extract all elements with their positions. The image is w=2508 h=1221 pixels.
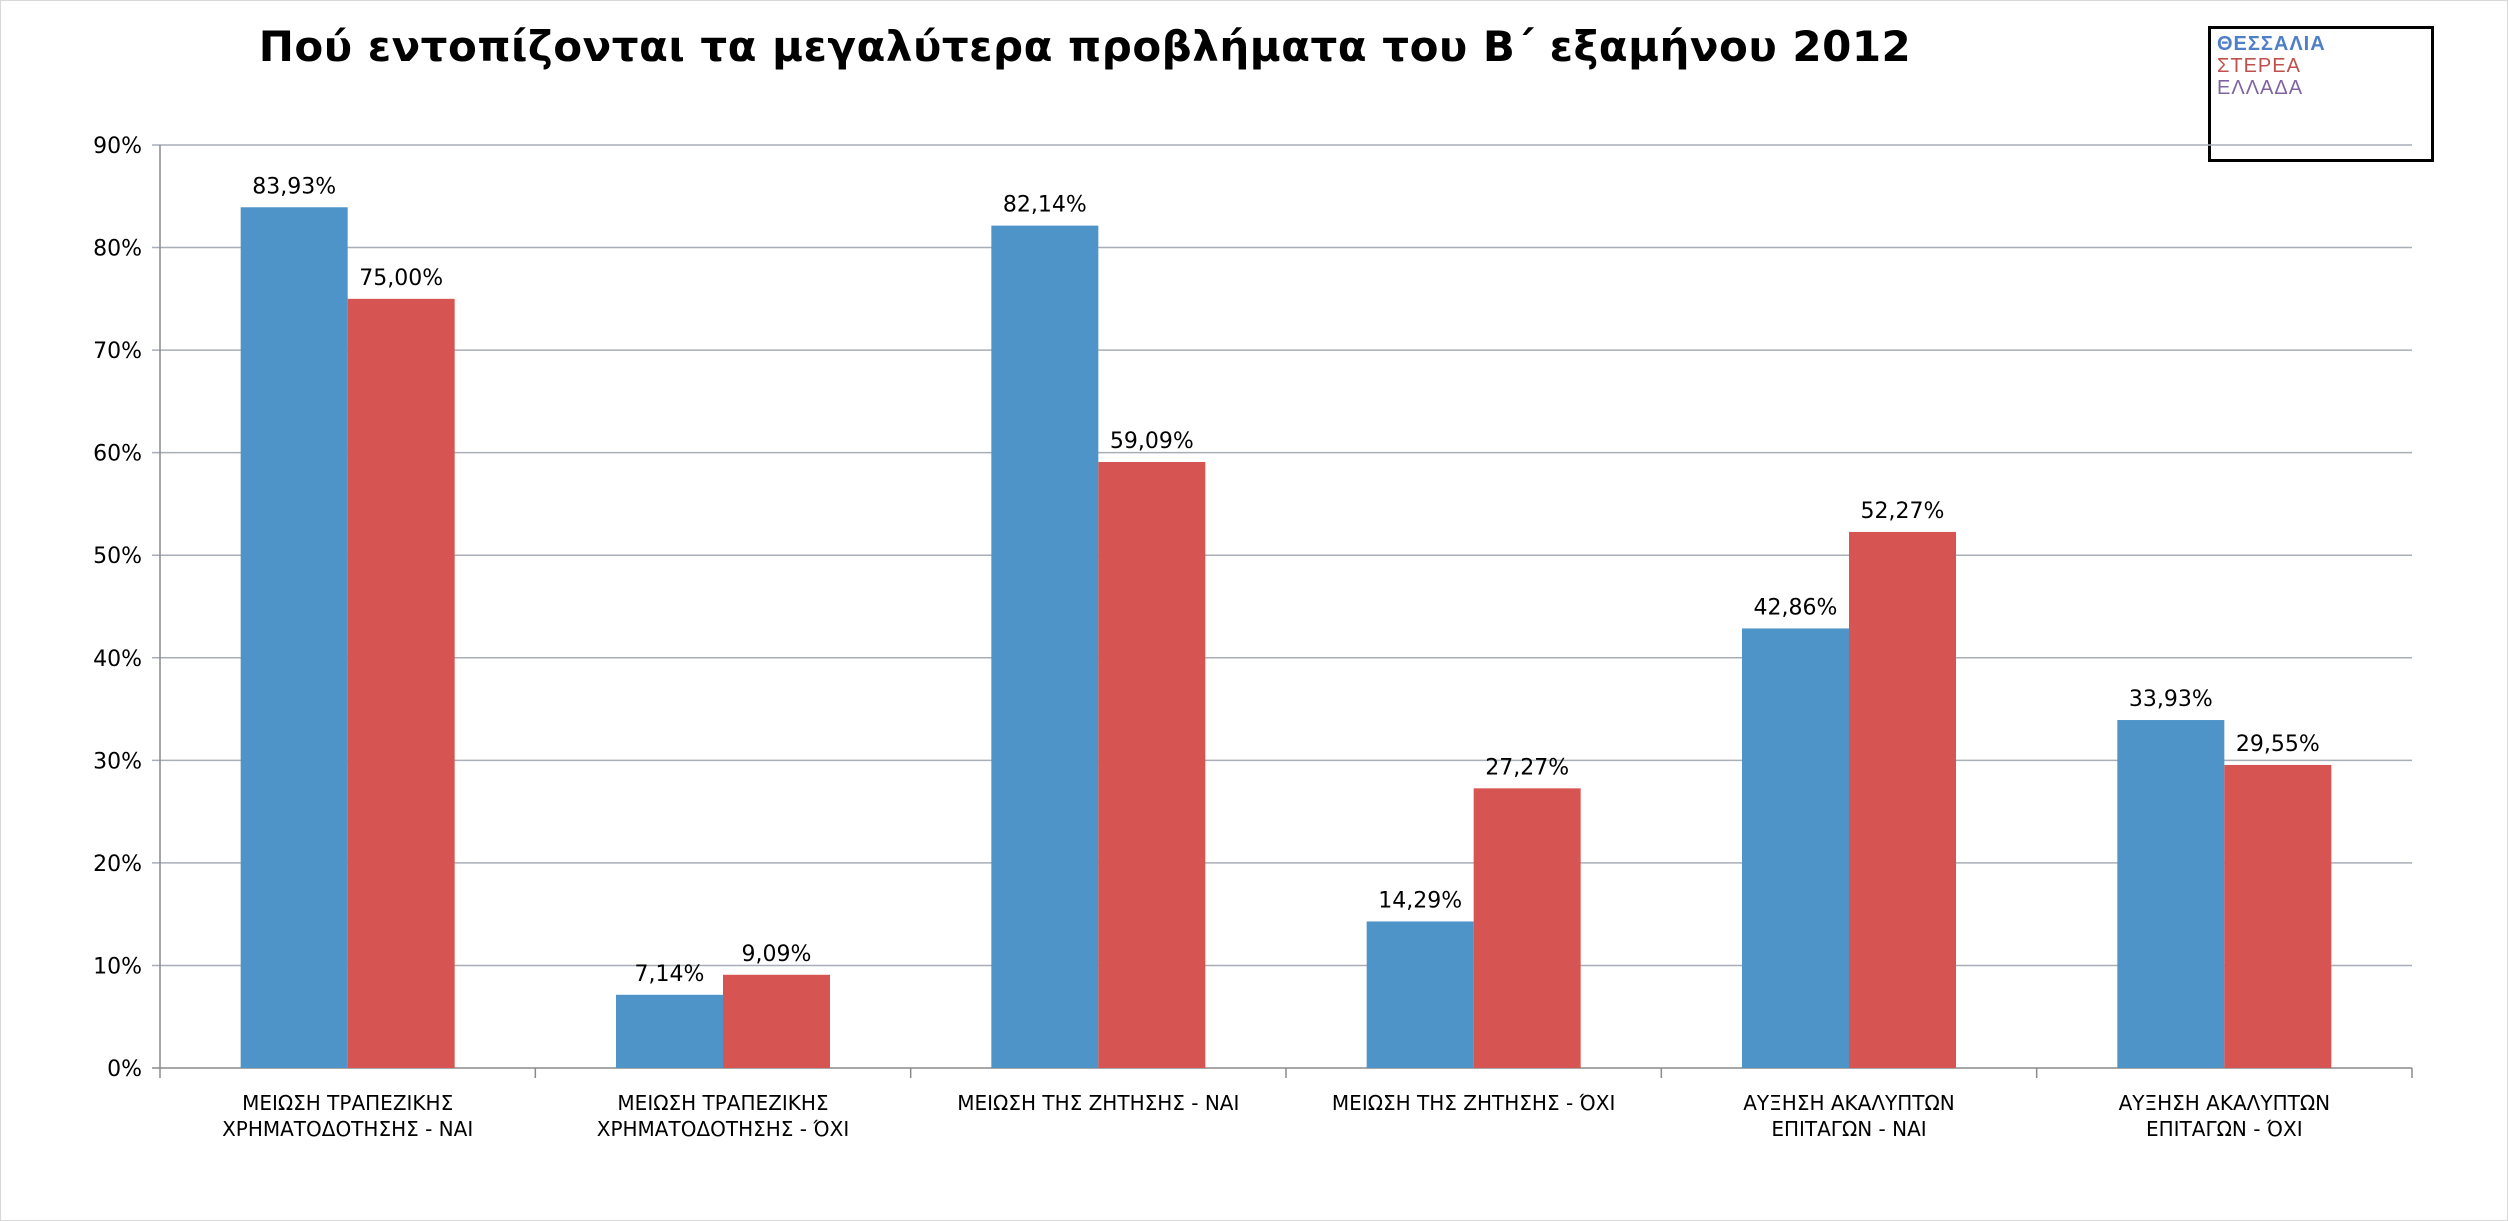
bar-3-1 xyxy=(1473,788,1581,1068)
x-category-label: ΑΥΞΗΣΗ ΑΚΑΛΥΠΤΩΝ ΕΠΙΤΑΓΩΝ - ΌΧΙ xyxy=(2118,1091,2331,1141)
bar-5-0 xyxy=(2117,720,2225,1068)
y-tick-label: 90% xyxy=(93,134,142,159)
bar-0-0 xyxy=(240,207,348,1068)
chart-legend: ΘΕΣΣΑΛΙΑ ΣΤΕΡΕΑ ΕΛΛΑΔΑ xyxy=(2208,26,2434,162)
data-label-2-1: 59,09% xyxy=(1110,429,1194,454)
bar-0-1 xyxy=(347,298,455,1068)
y-tick-label: 20% xyxy=(93,852,142,877)
x-category-label: ΜΕΙΩΣΗ ΤΡΑΠΕΖΙΚΗΣ ΧΡΗΜΑΤΟΔΟΤΗΣΗΣ - ΝΑΙ xyxy=(222,1091,474,1141)
bar-4-1 xyxy=(1849,531,1956,1068)
y-tick-label: 40% xyxy=(93,647,142,672)
legend-item-thessalia: ΘΕΣΣΑΛΙΑ xyxy=(2217,33,2326,55)
y-tick-label: 10% xyxy=(93,954,142,979)
data-label-3-1: 27,27% xyxy=(1485,755,1569,780)
data-label-1-0: 7,14% xyxy=(635,962,705,987)
data-label-4-0: 42,86% xyxy=(1754,595,1838,620)
data-label-2-0: 82,14% xyxy=(1003,193,1087,218)
legend-item-ellada: ΕΛΛΑΔΑ xyxy=(2217,77,2304,99)
y-tick-label: 80% xyxy=(93,237,142,262)
data-label-0-0: 83,93% xyxy=(252,174,336,199)
bar-4-0 xyxy=(1742,628,1849,1068)
bar-1-0 xyxy=(616,994,723,1068)
data-label-4-1: 52,27% xyxy=(1861,499,1945,524)
bar-3-0 xyxy=(1366,921,1474,1068)
x-category-label: ΜΕΙΩΣΗ ΤΗΣ ΖΗΤΗΣΗΣ - ΌΧΙ xyxy=(1331,1091,1616,1115)
data-label-1-1: 9,09% xyxy=(742,942,812,967)
y-tick-label: 30% xyxy=(93,749,142,774)
bar-2-0 xyxy=(991,225,1099,1069)
y-tick-label: 70% xyxy=(93,339,142,364)
legend-item-sterea: ΣΤΕΡΕΑ xyxy=(2217,55,2301,77)
data-label-0-1: 75,00% xyxy=(359,266,443,291)
y-tick-label: 50% xyxy=(93,544,142,569)
bar-5-1 xyxy=(2224,764,2332,1068)
data-label-3-0: 14,29% xyxy=(1378,888,1462,913)
bar-2-1 xyxy=(1098,461,1206,1068)
bar-1-1 xyxy=(723,974,830,1068)
data-label-5-1: 29,55% xyxy=(2236,732,2320,757)
x-category-label: ΜΕΙΩΣΗ ΤΗΣ ΖΗΤΗΣΗΣ - ΝΑΙ xyxy=(957,1091,1240,1115)
y-tick-label: 0% xyxy=(107,1057,142,1082)
chart-title: Πού εντοπίζονται τα μεγαλύτερα προβλήματ… xyxy=(258,22,1912,71)
x-category-label: ΜΕΙΩΣΗ ΤΡΑΠΕΖΙΚΗΣ ΧΡΗΜΑΤΟΔΟΤΗΣΗΣ - ΌΧΙ xyxy=(596,1091,850,1141)
data-label-5-0: 33,93% xyxy=(2129,687,2213,712)
x-category-label: ΑΥΞΗΣΗ ΑΚΑΛΥΠΤΩΝ ΕΠΙΤΑΓΩΝ - ΝΑΙ xyxy=(1743,1091,1955,1141)
y-tick-label: 60% xyxy=(93,442,142,467)
